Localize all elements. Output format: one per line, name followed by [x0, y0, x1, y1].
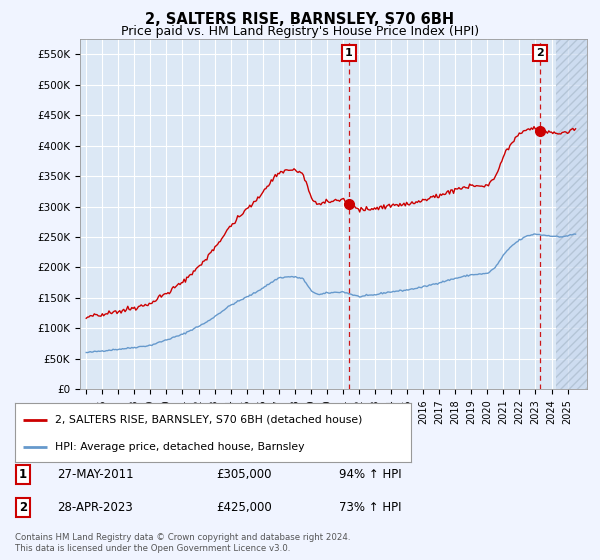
Text: 73% ↑ HPI: 73% ↑ HPI — [339, 501, 401, 515]
Text: 2: 2 — [536, 48, 544, 58]
Text: £305,000: £305,000 — [216, 468, 271, 482]
Text: 2: 2 — [19, 501, 27, 515]
Text: 1: 1 — [345, 48, 353, 58]
Text: 1: 1 — [19, 468, 27, 482]
Text: 2, SALTERS RISE, BARNSLEY, S70 6BH (detached house): 2, SALTERS RISE, BARNSLEY, S70 6BH (deta… — [55, 414, 362, 424]
Text: 27-MAY-2011: 27-MAY-2011 — [57, 468, 134, 482]
Text: 94% ↑ HPI: 94% ↑ HPI — [339, 468, 401, 482]
Text: 2, SALTERS RISE, BARNSLEY, S70 6BH: 2, SALTERS RISE, BARNSLEY, S70 6BH — [145, 12, 455, 27]
Text: £425,000: £425,000 — [216, 501, 272, 515]
Text: Price paid vs. HM Land Registry's House Price Index (HPI): Price paid vs. HM Land Registry's House … — [121, 25, 479, 38]
Text: Contains HM Land Registry data © Crown copyright and database right 2024.
This d: Contains HM Land Registry data © Crown c… — [15, 533, 350, 553]
Text: 28-APR-2023: 28-APR-2023 — [57, 501, 133, 515]
Text: HPI: Average price, detached house, Barnsley: HPI: Average price, detached house, Barn… — [55, 442, 304, 452]
